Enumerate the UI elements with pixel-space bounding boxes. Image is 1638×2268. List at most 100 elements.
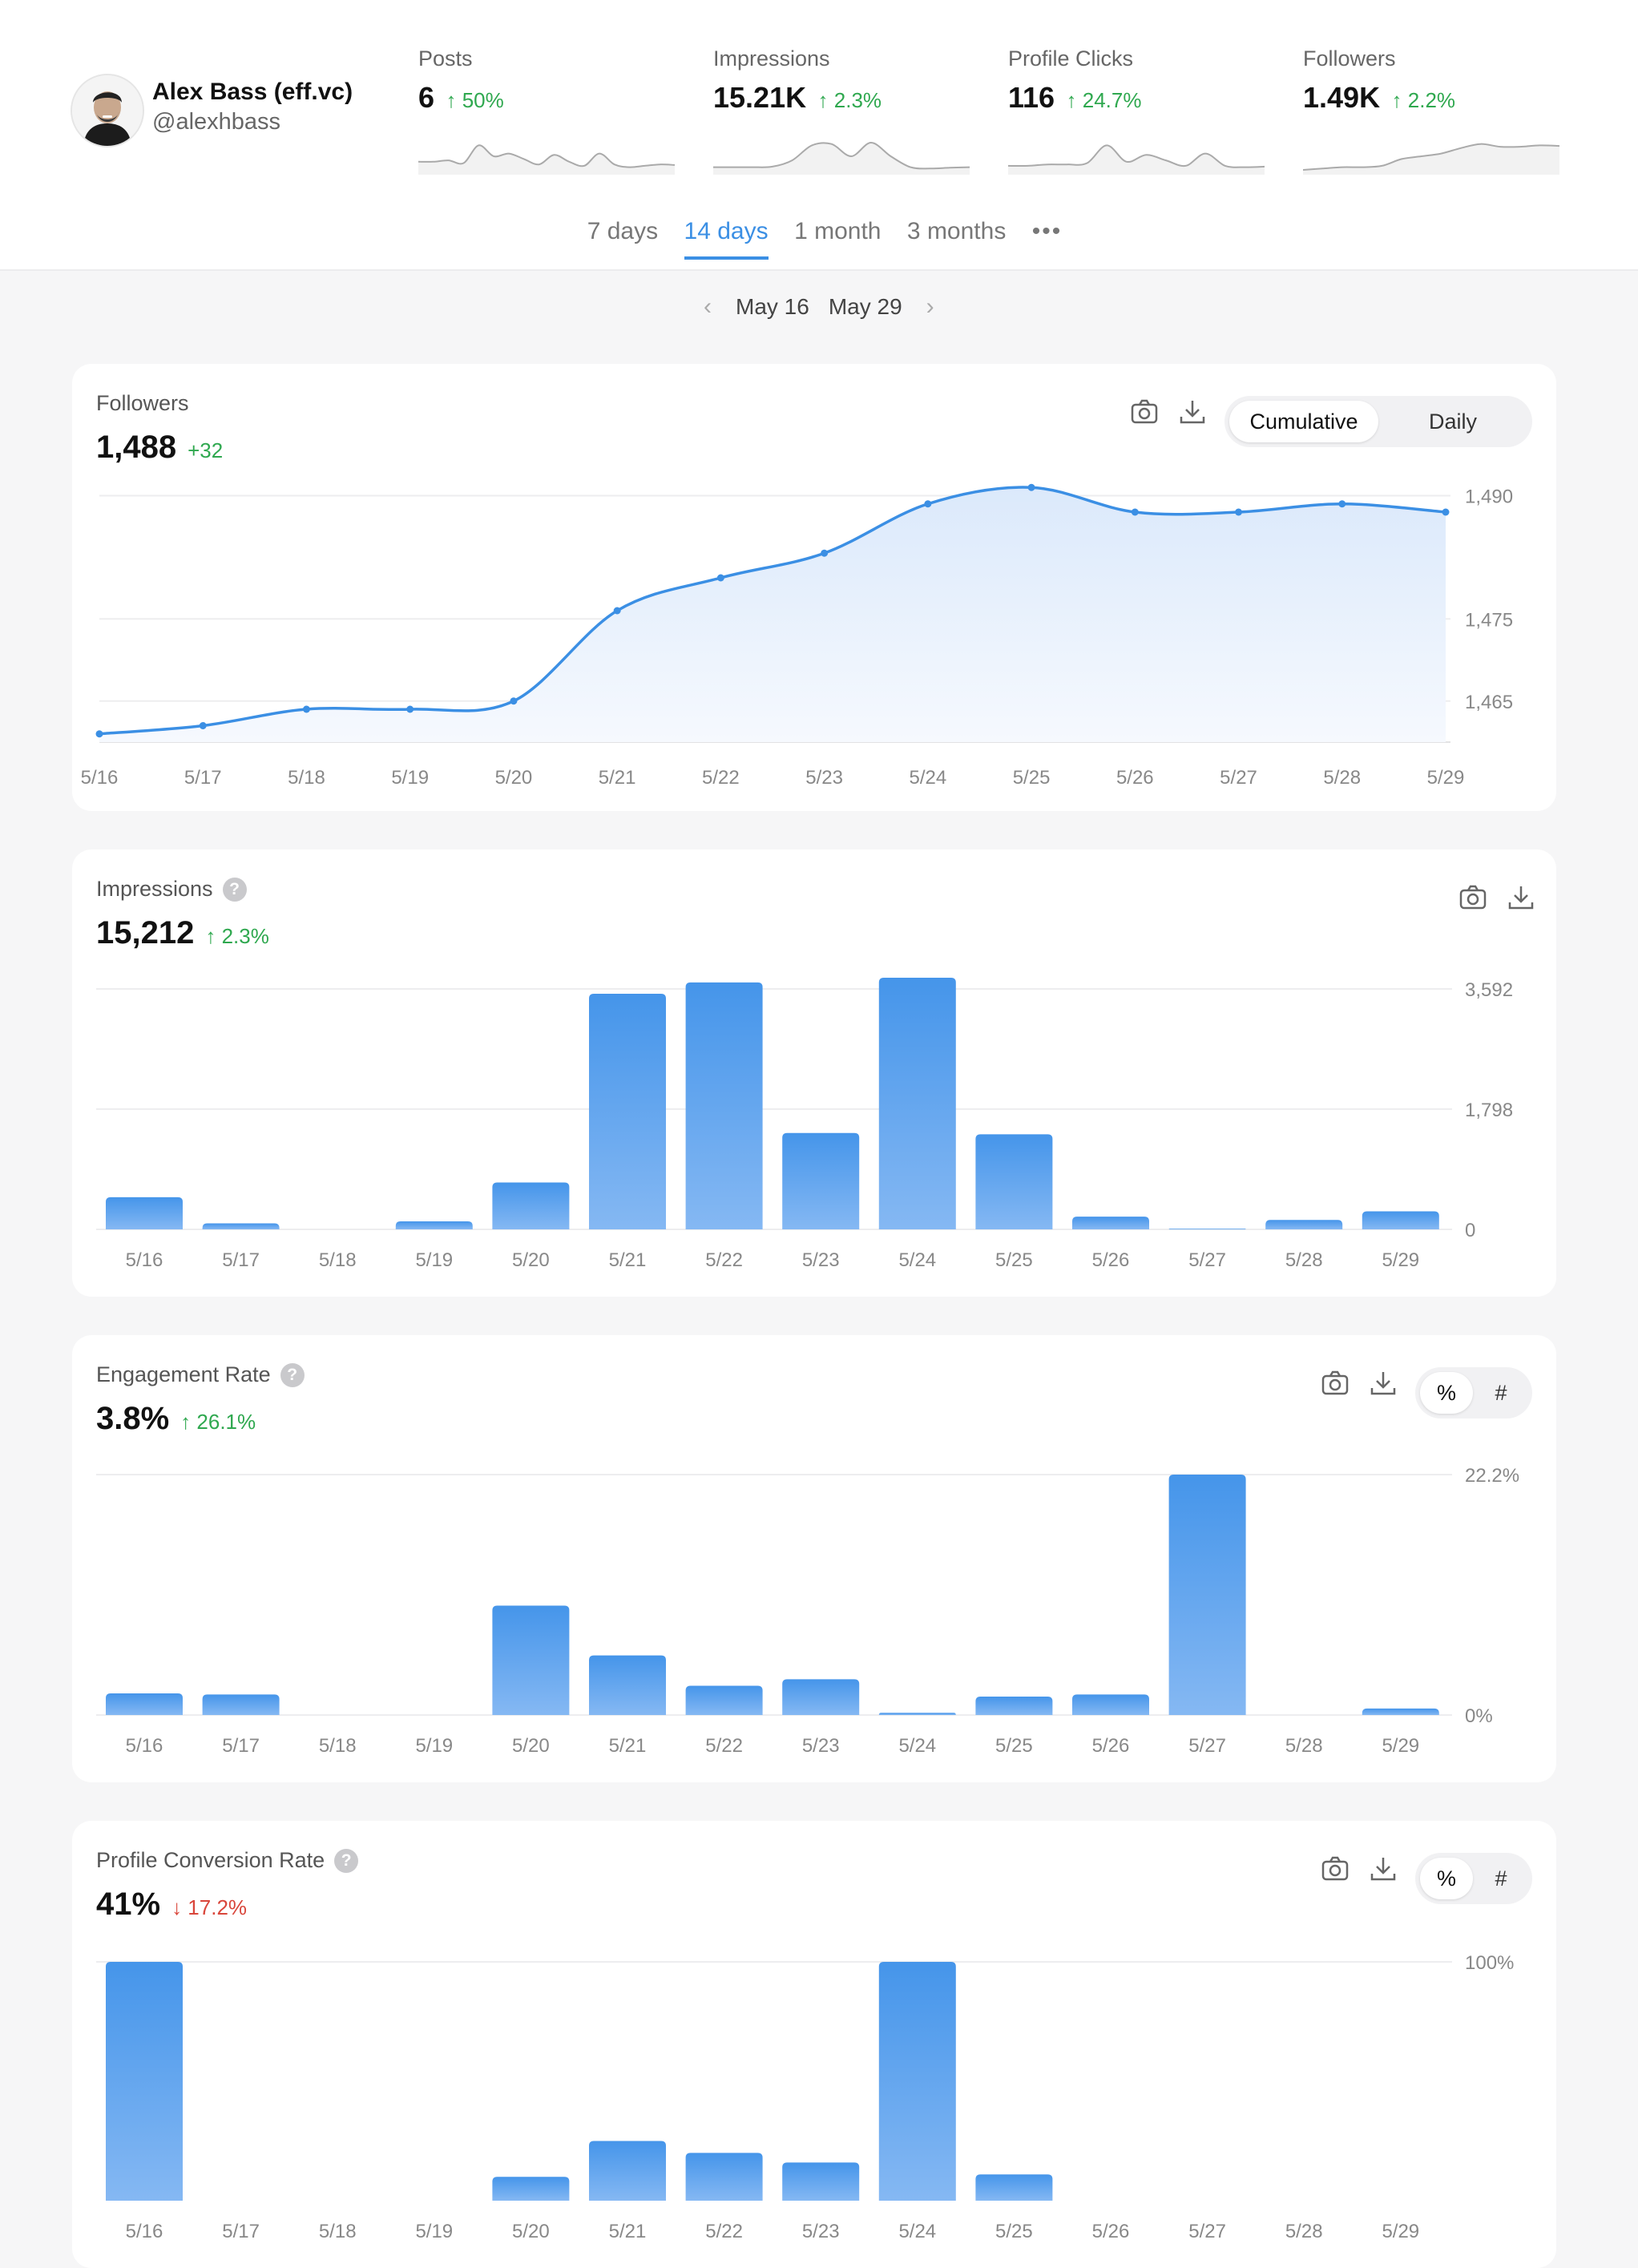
x-tick-label: 5/17 bbox=[184, 767, 222, 789]
x-tick-label: 5/20 bbox=[495, 767, 533, 789]
x-tick-label: 5/22 bbox=[705, 2221, 743, 2242]
toggle-percent[interactable]: % bbox=[1420, 1372, 1473, 1414]
camera-icon[interactable] bbox=[1319, 1853, 1351, 1885]
help-icon[interactable]: ? bbox=[222, 878, 247, 902]
card-value: 41% ↓ 17.2% bbox=[96, 1887, 247, 1923]
bar bbox=[395, 1221, 473, 1229]
data-point bbox=[613, 607, 621, 615]
x-tick-label: 5/19 bbox=[415, 1249, 453, 1271]
y-tick-label: 100% bbox=[1465, 1952, 1514, 1974]
date-start: May 16 bbox=[736, 294, 809, 319]
x-tick-label: 5/24 bbox=[909, 767, 946, 789]
bar bbox=[685, 2153, 763, 2201]
bar bbox=[685, 1685, 763, 1715]
profile-name: Alex Bass (eff.vc) bbox=[152, 79, 353, 105]
chevron-right-icon[interactable]: › bbox=[926, 293, 934, 320]
stat-followers[interactable]: Followers 1.49K ↑ 2.2% bbox=[1303, 46, 1559, 175]
percent-count-toggle: % # bbox=[1415, 1853, 1532, 1904]
stat-delta: ↑ 24.7% bbox=[1066, 88, 1142, 112]
x-tick-label: 5/20 bbox=[512, 1249, 550, 1271]
stat-posts[interactable]: Posts 6 ↑ 50% bbox=[418, 46, 675, 175]
more-icon[interactable]: ••• bbox=[1031, 218, 1063, 244]
x-tick-label: 5/26 bbox=[1092, 1735, 1130, 1757]
sparkline bbox=[418, 144, 675, 175]
toggle-count[interactable]: # bbox=[1495, 1866, 1507, 1891]
x-tick-label: 5/21 bbox=[609, 1735, 647, 1757]
stat-delta: ↑ 50% bbox=[446, 88, 504, 112]
profile[interactable]: Alex Bass (eff.vc) @alexhbass bbox=[71, 74, 391, 147]
download-icon[interactable] bbox=[1367, 1367, 1399, 1399]
x-tick-label: 5/16 bbox=[126, 2221, 163, 2242]
data-point bbox=[716, 574, 724, 582]
y-tick-label: 22.2% bbox=[1465, 1465, 1519, 1487]
bar bbox=[589, 1655, 666, 1715]
tab-7-days[interactable]: 7 days bbox=[587, 218, 659, 244]
download-icon[interactable] bbox=[1367, 1853, 1399, 1885]
x-tick-label: 5/24 bbox=[898, 1249, 936, 1271]
sparkline bbox=[713, 141, 970, 175]
stat-delta: ↑ 2.3% bbox=[817, 88, 882, 112]
stat-label: Followers bbox=[1303, 46, 1396, 71]
x-tick-label: 5/25 bbox=[995, 1249, 1033, 1271]
x-tick-label: 5/16 bbox=[126, 1735, 163, 1757]
x-tick-label: 5/18 bbox=[319, 1249, 357, 1271]
bar bbox=[878, 977, 956, 1229]
toggle-daily[interactable]: Daily bbox=[1428, 410, 1477, 434]
toggle-cumulative[interactable]: Cumulative bbox=[1229, 401, 1378, 442]
x-tick-label: 5/17 bbox=[222, 1735, 260, 1757]
data-point bbox=[95, 730, 103, 738]
camera-icon[interactable] bbox=[1128, 396, 1160, 428]
data-point bbox=[302, 705, 310, 713]
cumulative-daily-toggle: Cumulative Daily bbox=[1224, 396, 1532, 447]
stat-value: 116 bbox=[1008, 81, 1055, 114]
y-tick-label: 0 bbox=[1465, 1220, 1475, 1241]
x-tick-label: 5/29 bbox=[1382, 1735, 1419, 1757]
download-icon[interactable] bbox=[1176, 396, 1208, 428]
stat-value: 1.49K bbox=[1303, 81, 1381, 114]
arrow-up-icon: ↑ bbox=[1391, 88, 1402, 112]
card-tools bbox=[1457, 882, 1545, 930]
bar bbox=[878, 1962, 956, 2201]
help-icon[interactable]: ? bbox=[280, 1363, 305, 1387]
card-tools: Cumulative Daily bbox=[1128, 396, 1532, 447]
toggle-count[interactable]: # bbox=[1495, 1381, 1507, 1405]
stat-label: Posts bbox=[418, 46, 473, 71]
x-tick-label: 5/29 bbox=[1382, 1249, 1419, 1271]
y-tick-label: 1,490 bbox=[1465, 486, 1513, 508]
x-tick-label: 5/20 bbox=[512, 1735, 550, 1757]
chevron-left-icon[interactable]: ‹ bbox=[704, 293, 712, 320]
card-title: Followers bbox=[96, 391, 189, 415]
bar bbox=[589, 2141, 666, 2201]
data-point bbox=[1235, 508, 1243, 516]
x-tick-label: 5/28 bbox=[1323, 767, 1361, 789]
data-point bbox=[1338, 500, 1346, 508]
toggle-percent[interactable]: % bbox=[1420, 1858, 1473, 1899]
conversion-chart: 100% 5/16 5/17 5/18 5/19 5/20 5/21 5/22 5/23 5/24… bbox=[96, 1952, 1514, 2242]
x-tick-label: 5/16 bbox=[81, 767, 119, 789]
x-tick-label: 5/22 bbox=[702, 767, 740, 789]
bar bbox=[975, 2174, 1053, 2201]
x-tick-label: 5/23 bbox=[802, 1249, 840, 1271]
x-tick-label: 5/27 bbox=[1188, 1249, 1226, 1271]
bar bbox=[782, 1679, 860, 1715]
metric-delta: ↑ 2.3% bbox=[205, 924, 269, 948]
camera-icon[interactable] bbox=[1457, 882, 1489, 914]
stat-label: Impressions bbox=[713, 46, 830, 71]
stat-impressions[interactable]: Impressions 15.21K ↑ 2.3% bbox=[713, 46, 970, 175]
tab-1-month[interactable]: 1 month bbox=[794, 218, 882, 244]
tab-14-days[interactable]: 14 days bbox=[684, 218, 769, 260]
stat-profile-clicks[interactable]: Profile Clicks 116 ↑ 24.7% bbox=[1008, 46, 1265, 175]
metric-value: 3.8% bbox=[96, 1401, 170, 1436]
bar bbox=[589, 994, 666, 1229]
camera-icon[interactable] bbox=[1319, 1367, 1351, 1399]
data-point bbox=[199, 722, 207, 729]
bar bbox=[1265, 1220, 1343, 1229]
arrow-up-icon: ↑ bbox=[446, 88, 457, 112]
x-tick-label: 5/22 bbox=[705, 1249, 743, 1271]
x-tick-label: 5/22 bbox=[705, 1735, 743, 1757]
x-tick-label: 5/23 bbox=[805, 767, 843, 789]
tab-3-months[interactable]: 3 months bbox=[906, 218, 1007, 244]
bar bbox=[782, 1132, 860, 1229]
help-icon[interactable]: ? bbox=[334, 1849, 359, 1873]
download-icon[interactable] bbox=[1505, 882, 1537, 914]
